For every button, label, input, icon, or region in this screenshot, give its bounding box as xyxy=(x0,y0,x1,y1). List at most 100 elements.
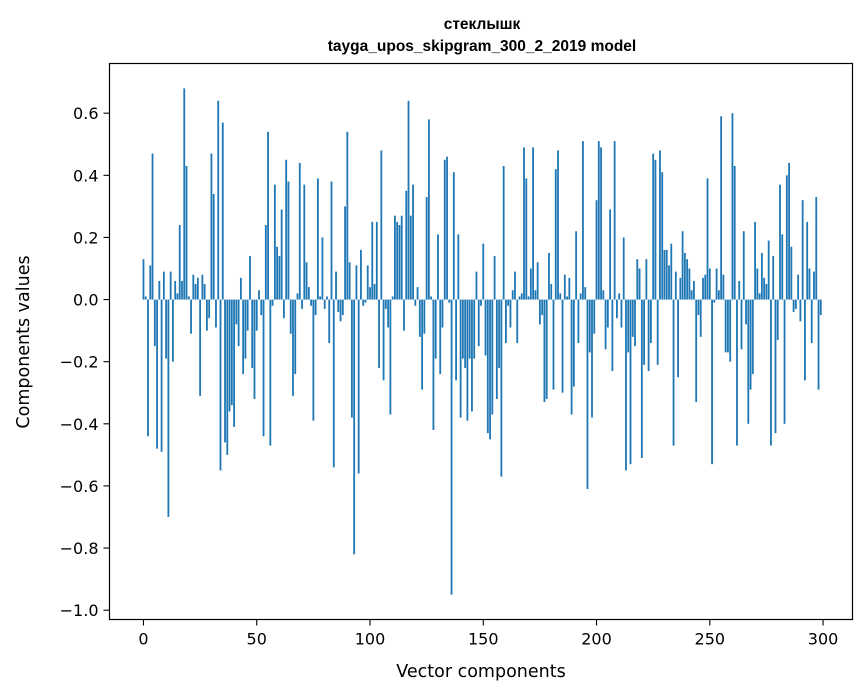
bar xyxy=(511,290,514,300)
bar xyxy=(751,299,754,375)
bar xyxy=(369,287,371,300)
bar xyxy=(226,299,229,455)
bar xyxy=(339,299,342,322)
bar xyxy=(579,293,582,300)
bar xyxy=(548,252,550,300)
bar xyxy=(622,237,625,300)
bar xyxy=(380,150,383,300)
bar xyxy=(457,234,460,300)
bar xyxy=(790,246,793,300)
bar xyxy=(169,271,172,300)
bar xyxy=(636,259,639,300)
bar xyxy=(523,147,525,300)
bar xyxy=(194,284,197,300)
bar xyxy=(575,231,578,300)
bar xyxy=(736,299,738,446)
bar xyxy=(683,252,686,300)
bar xyxy=(770,299,772,446)
bar xyxy=(224,299,226,443)
x-tick-label: 150 xyxy=(468,630,499,649)
bar xyxy=(280,209,283,300)
bar xyxy=(745,299,747,325)
bar xyxy=(461,299,464,359)
bar xyxy=(498,299,501,368)
bar xyxy=(312,299,315,421)
bar xyxy=(174,280,177,300)
bar xyxy=(239,277,242,300)
bar xyxy=(738,280,741,300)
bar xyxy=(563,274,566,300)
bar xyxy=(649,299,652,344)
bar xyxy=(253,299,256,399)
bar xyxy=(158,280,161,300)
bar xyxy=(341,299,344,316)
bar xyxy=(357,299,360,474)
bar xyxy=(262,299,265,437)
bar xyxy=(332,299,335,468)
bar xyxy=(346,131,349,300)
bar xyxy=(525,178,528,300)
bar xyxy=(228,299,231,412)
bar xyxy=(276,246,279,300)
bar xyxy=(502,166,505,300)
bar xyxy=(269,299,272,446)
y-axis-label: Components values xyxy=(14,255,34,428)
bar xyxy=(480,299,482,306)
bar xyxy=(355,265,358,300)
bar xyxy=(443,159,446,300)
bar xyxy=(298,162,301,300)
bar xyxy=(215,299,217,328)
bar xyxy=(203,284,206,300)
bar xyxy=(455,299,457,381)
bar xyxy=(384,299,387,309)
bar xyxy=(625,299,627,471)
bar xyxy=(165,299,168,359)
bar xyxy=(255,299,258,331)
bar xyxy=(779,184,781,300)
bar xyxy=(405,190,408,300)
bar xyxy=(414,299,417,306)
bar xyxy=(668,265,670,300)
bar xyxy=(373,284,376,300)
bar xyxy=(602,290,605,300)
bar xyxy=(403,299,405,331)
bar xyxy=(534,290,537,300)
x-tick-label: 50 xyxy=(247,630,267,649)
bar xyxy=(389,299,392,415)
x-tick-label: 250 xyxy=(695,630,726,649)
bar xyxy=(774,299,777,434)
bar xyxy=(740,299,743,350)
y-tick-label: 0.2 xyxy=(73,228,98,247)
bar xyxy=(477,299,480,347)
bar xyxy=(659,150,661,300)
bar xyxy=(792,299,795,312)
bar xyxy=(656,299,659,365)
bar xyxy=(285,159,288,300)
bar xyxy=(529,268,532,300)
bar xyxy=(416,287,419,300)
bar xyxy=(486,299,489,434)
bar xyxy=(763,277,766,300)
bar xyxy=(432,299,435,431)
bar xyxy=(446,156,448,300)
bar xyxy=(344,206,346,300)
bar xyxy=(785,175,788,300)
bar xyxy=(391,296,394,300)
bar xyxy=(235,299,238,325)
bar xyxy=(360,249,362,300)
bar xyxy=(400,215,403,300)
bar xyxy=(264,225,267,300)
bar xyxy=(711,299,713,465)
bar xyxy=(733,166,736,300)
bar xyxy=(550,284,553,300)
y-tick-label: 0.4 xyxy=(73,166,98,185)
bar xyxy=(717,290,720,300)
bar xyxy=(162,271,165,300)
bar xyxy=(375,221,378,300)
bar xyxy=(729,299,732,362)
bar xyxy=(473,299,476,359)
bar xyxy=(507,299,510,306)
bar xyxy=(760,252,763,300)
bar xyxy=(219,299,222,471)
bar xyxy=(794,299,797,309)
